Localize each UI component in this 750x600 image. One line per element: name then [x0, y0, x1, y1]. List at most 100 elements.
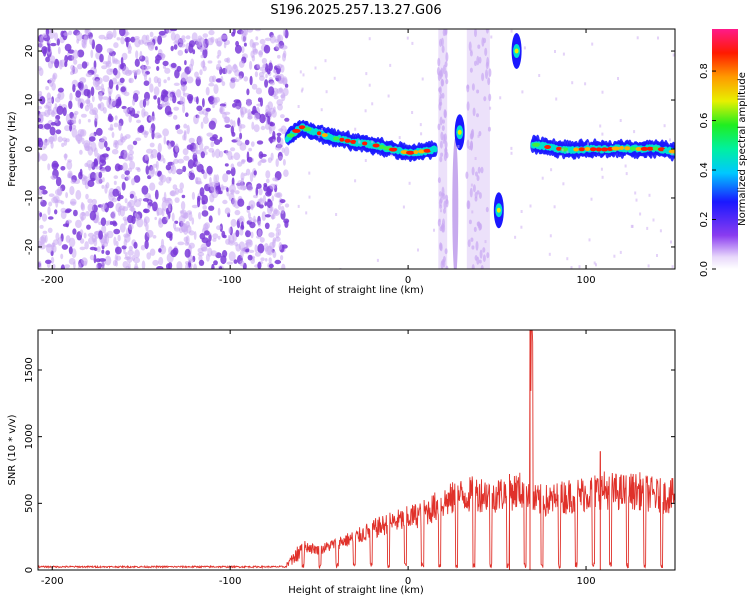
noise-speckle	[75, 90, 82, 98]
noise-speckle	[205, 86, 210, 96]
noise-speckle	[241, 159, 246, 163]
noise-speckle	[170, 62, 177, 68]
noise-speckle	[163, 191, 167, 202]
noise-speckle	[122, 261, 129, 269]
noise-speckle	[236, 161, 243, 167]
noise-speckle	[68, 258, 76, 265]
band-speckle	[485, 206, 489, 213]
band-speckle	[445, 78, 449, 85]
noise-speckle	[200, 151, 205, 159]
noise-speckle	[172, 94, 177, 104]
faint-dot	[671, 152, 674, 156]
noise-speckle	[187, 172, 191, 177]
noise-speckle	[209, 136, 217, 142]
noise-speckle	[136, 110, 140, 114]
spectrogram-x-tick-label: -200	[41, 275, 64, 286]
trace-peak	[362, 141, 368, 146]
colorbar-tick-label: 0.0	[699, 261, 710, 277]
noise-speckle	[141, 260, 146, 269]
snr-x-tick-label: -100	[219, 576, 242, 587]
faint-dot	[601, 90, 604, 94]
faint-dot	[402, 205, 405, 209]
noise-speckle	[213, 84, 219, 95]
band-speckle	[481, 72, 485, 82]
faint-dot	[406, 36, 409, 40]
noise-speckle	[174, 187, 180, 195]
noise-speckle	[132, 98, 136, 106]
trace-peak	[551, 145, 556, 150]
noise-speckle	[282, 77, 288, 85]
trace-peak	[624, 146, 631, 151]
noise-speckle	[120, 36, 125, 45]
noise-speckle	[127, 50, 132, 54]
spectrogram-y-tick-label: -20	[24, 239, 35, 255]
noise-speckle	[101, 265, 105, 269]
noise-speckle	[199, 69, 203, 76]
noise-speckle	[208, 82, 215, 87]
noise-speckle	[149, 248, 156, 256]
spectrogram-x-label: Height of straight line (km)	[288, 285, 424, 296]
noise-speckle	[243, 76, 249, 82]
noise-speckle	[112, 67, 118, 76]
faint-dot	[635, 198, 638, 202]
noise-speckle	[234, 209, 241, 216]
noise-speckle	[113, 122, 119, 128]
noise-speckle	[248, 217, 253, 222]
noise-speckle	[216, 55, 220, 59]
noise-speckle	[50, 42, 57, 47]
noise-speckle	[165, 164, 172, 171]
noise-speckle	[38, 66, 42, 71]
noise-speckle	[68, 30, 73, 36]
band-speckle	[478, 56, 482, 64]
colorbar-tick-label: 0.2	[699, 212, 710, 228]
faint-dot	[297, 204, 300, 208]
spectrogram-marks	[38, 29, 675, 269]
noise-speckle	[113, 180, 117, 185]
faint-dot	[470, 49, 473, 53]
noise-speckle	[178, 215, 186, 224]
faint-dot	[358, 140, 361, 144]
band-speckle	[486, 252, 490, 259]
noise-speckle	[198, 255, 203, 262]
trace-peak	[396, 148, 402, 153]
noise-speckle	[182, 165, 187, 173]
noise-speckle	[57, 237, 63, 246]
noise-speckle	[81, 38, 86, 48]
faint-dot	[591, 42, 594, 46]
noise-speckle	[230, 119, 234, 126]
faint-dot	[408, 181, 411, 185]
band-speckle	[488, 93, 492, 102]
spectrogram-x-tick-label: -100	[219, 275, 242, 286]
noise-speckle	[89, 254, 95, 261]
noise-speckle	[99, 53, 104, 63]
band-speckle	[444, 248, 448, 255]
noise-speckle	[145, 165, 150, 175]
noise-speckle	[260, 125, 266, 131]
noise-speckle	[170, 249, 178, 258]
band-speckle	[438, 70, 442, 77]
noise-speckle	[217, 207, 221, 216]
noise-speckle	[268, 257, 272, 263]
noise-speckle	[273, 106, 276, 113]
noise-speckle	[71, 55, 75, 61]
band-speckle	[439, 226, 443, 232]
noise-speckle	[199, 187, 205, 197]
noise-speckle	[162, 65, 167, 69]
faint-dot	[554, 50, 556, 53]
faint-dot	[318, 135, 321, 139]
noise-speckle	[249, 75, 253, 86]
noise-speckle	[181, 194, 186, 199]
noise-speckle	[107, 220, 111, 226]
trace-peak	[372, 143, 380, 148]
faint-dot	[562, 182, 565, 186]
noise-speckle	[63, 32, 70, 36]
noise-speckle	[276, 135, 281, 143]
noise-speckle	[49, 55, 56, 64]
noise-speckle	[235, 106, 241, 110]
faint-dot	[657, 36, 659, 40]
faint-dot	[613, 254, 616, 258]
noise-speckle	[38, 139, 44, 148]
snr-series-line	[38, 330, 675, 570]
noise-speckle	[70, 198, 77, 206]
band-speckle	[441, 125, 445, 131]
